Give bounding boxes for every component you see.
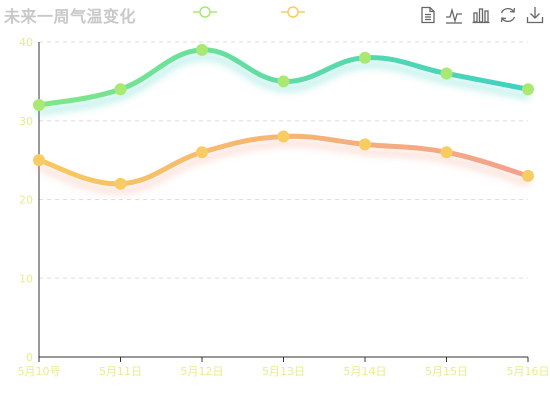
data-point-low [196,146,208,159]
data-point-high [440,67,453,80]
x-tick-label: 5月16日 [507,365,550,378]
bar-chart-icon[interactable] [472,6,490,24]
data-point-high [196,43,208,56]
data-point-low [114,177,127,190]
legend-series-high[interactable] [192,4,218,18]
line-chart-icon[interactable] [445,6,463,24]
x-tick-label: 5月10号 [18,365,61,378]
data-point-low [359,138,371,151]
y-tick-label: 20 [19,194,33,207]
data-point-high [359,51,371,64]
data-point-low [277,130,290,143]
save-image-icon[interactable] [526,6,544,24]
data-view-icon[interactable] [419,6,437,24]
data-point-high [277,75,290,88]
x-tick-label: 5月14日 [344,365,387,378]
data-point-high [522,83,534,96]
legend-high-marker [193,6,217,18]
legend-series-low[interactable] [280,4,306,18]
series-line-low [36,133,531,187]
y-tick-label: 0 [26,351,33,364]
x-tick-label: 5月15日 [425,365,468,378]
restore-icon[interactable] [499,6,517,24]
chart-title: 未来一周气温变化 [4,7,137,26]
x-tick-label: 5月12日 [181,365,224,378]
data-point-low [440,146,453,159]
y-tick-label: 40 [19,36,33,49]
y-tick-label: 30 [19,115,33,128]
data-point-high [114,83,127,96]
data-point-low [522,169,534,182]
x-tick-label: 5月11日 [99,365,142,378]
y-tick-label: 10 [19,272,33,285]
legend-low-marker [281,6,305,18]
data-point-high [33,99,45,111]
data-point-low [33,154,45,167]
x-tick-label: 5月13日 [262,365,305,378]
